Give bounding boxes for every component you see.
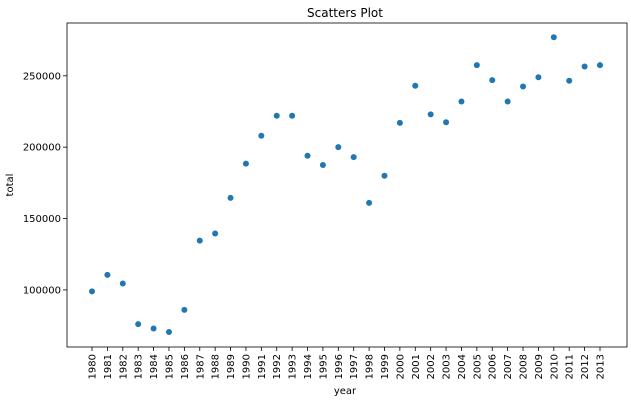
- x-tick-label: 2010: [549, 354, 560, 379]
- data-point: [289, 112, 296, 119]
- data-point: [550, 34, 557, 41]
- data-point: [489, 77, 496, 84]
- data-point: [473, 62, 480, 69]
- x-tick-label: 2005: [472, 354, 483, 379]
- data-point: [196, 237, 203, 244]
- x-tick-label: 1980: [88, 354, 99, 379]
- x-tick-label: 2012: [580, 354, 591, 379]
- y-tick-label: 200000: [23, 143, 61, 154]
- x-tick-label: 2008: [519, 354, 530, 379]
- x-tick-label: 1999: [380, 354, 391, 379]
- data-point: [165, 329, 172, 336]
- data-point: [304, 152, 311, 159]
- y-tick-label: 100000: [23, 285, 61, 296]
- data-point: [89, 288, 95, 295]
- x-axis: 1980 1981 1982 1983 1984 1985 1986 1987 1988 1989…: [88, 347, 607, 379]
- x-tick-label: 2006: [488, 354, 499, 379]
- x-tick-label: 1990: [241, 354, 252, 379]
- x-tick-label: 2011: [565, 354, 576, 379]
- x-tick-label: 2002: [426, 354, 437, 379]
- x-tick-label: 1993: [288, 354, 299, 379]
- chart-title: Scatters Plot: [307, 6, 383, 20]
- data-point: [504, 98, 511, 105]
- x-tick-label: 1992: [272, 354, 283, 379]
- x-tick-label: 1998: [365, 354, 376, 379]
- data-point: [350, 154, 357, 161]
- data-point: [597, 62, 603, 69]
- data-point: [181, 306, 188, 313]
- plot-frame: [66, 22, 628, 348]
- data-point: [119, 280, 126, 287]
- x-tick-label: 2001: [411, 354, 422, 379]
- y-tick-label: 250000: [23, 71, 61, 82]
- data-point: [242, 160, 249, 167]
- data-point: [335, 144, 342, 151]
- data-point: [135, 321, 142, 328]
- data-point: [258, 132, 265, 139]
- x-tick-label: 2013: [596, 354, 607, 379]
- data-point: [535, 74, 542, 81]
- data-point: [212, 230, 219, 237]
- x-tick-label: 1983: [134, 354, 145, 379]
- x-tick-label: 2009: [534, 354, 545, 379]
- data-point: [381, 172, 388, 179]
- data-point: [427, 111, 434, 118]
- y-axis: 100000 150000 200000 250000: [23, 71, 67, 296]
- x-tick-label: 1986: [180, 354, 191, 379]
- data-point: [319, 162, 326, 169]
- data-point: [412, 82, 419, 89]
- x-tick-label: 2004: [457, 354, 468, 379]
- data-point: [150, 325, 157, 332]
- x-tick-label: 1982: [118, 354, 129, 379]
- x-tick-label: 1981: [103, 354, 114, 379]
- x-tick-label: 1985: [164, 354, 175, 379]
- x-tick-label: 1994: [303, 354, 314, 379]
- data-point: [458, 98, 465, 105]
- x-tick-label: 2000: [395, 354, 406, 379]
- data-point: [396, 119, 403, 126]
- data-point: [227, 194, 234, 201]
- x-tick-label: 1989: [226, 354, 237, 379]
- data-point: [566, 77, 573, 84]
- x-tick-label: 2003: [442, 354, 453, 379]
- data-point: [366, 199, 373, 206]
- x-tick-label: 1984: [149, 354, 160, 379]
- data-point: [273, 112, 280, 119]
- x-tick-label: 1997: [349, 354, 360, 379]
- x-tick-label: 1996: [334, 354, 345, 379]
- x-axis-label: year: [334, 386, 357, 397]
- data-point: [520, 83, 527, 90]
- x-tick-label: 1988: [211, 354, 222, 379]
- x-tick-label: 1991: [257, 354, 268, 379]
- y-axis-label: total: [5, 174, 16, 197]
- y-tick-label: 150000: [23, 214, 61, 225]
- data-point: [104, 271, 111, 278]
- x-tick-label: 2007: [503, 354, 514, 379]
- x-tick-label: 1995: [318, 354, 329, 379]
- x-tick-label: 1987: [195, 354, 206, 379]
- data-points: [89, 34, 603, 336]
- data-point: [443, 119, 450, 126]
- data-point: [581, 63, 588, 70]
